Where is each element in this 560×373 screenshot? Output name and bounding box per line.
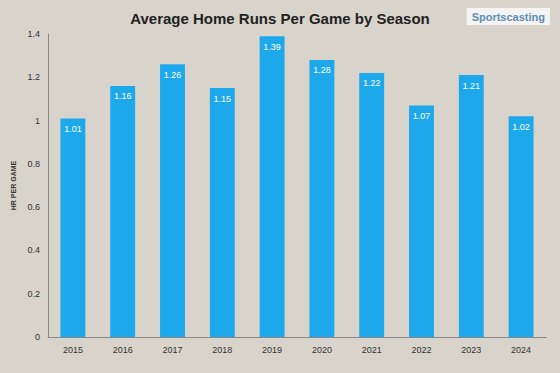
svg-text:0.8: 0.8 [27,159,40,169]
svg-text:2024: 2024 [511,345,531,355]
svg-text:2020: 2020 [312,345,332,355]
svg-text:2015: 2015 [63,345,83,355]
svg-text:HR PER GAME: HR PER GAME [10,160,17,210]
svg-text:1.02: 1.02 [512,122,530,132]
svg-text:2023: 2023 [461,345,481,355]
svg-text:1.2: 1.2 [27,72,40,82]
svg-text:1: 1 [35,116,40,126]
svg-text:1.26: 1.26 [164,70,182,80]
svg-text:0.4: 0.4 [27,245,40,255]
svg-text:2019: 2019 [262,345,282,355]
svg-text:2022: 2022 [411,345,431,355]
svg-text:1.22: 1.22 [363,78,381,88]
svg-text:0.6: 0.6 [27,202,40,212]
svg-text:1.28: 1.28 [313,65,331,75]
svg-text:Average Home Runs Per Game by: Average Home Runs Per Game by Season [130,10,430,27]
svg-text:1.01: 1.01 [64,124,82,134]
svg-text:0.2: 0.2 [27,289,40,299]
svg-text:1.39: 1.39 [263,42,281,52]
svg-text:1.07: 1.07 [413,111,431,121]
svg-text:2021: 2021 [362,345,382,355]
svg-text:2018: 2018 [212,345,232,355]
svg-text:1.4: 1.4 [27,29,40,39]
svg-text:2016: 2016 [113,345,133,355]
svg-text:1.15: 1.15 [214,94,232,104]
svg-text:0: 0 [35,332,40,342]
svg-text:1.16: 1.16 [114,91,132,101]
svg-text:1.21: 1.21 [463,81,481,91]
svg-text:Sportscasting: Sportscasting [472,11,545,23]
svg-text:2017: 2017 [162,345,182,355]
